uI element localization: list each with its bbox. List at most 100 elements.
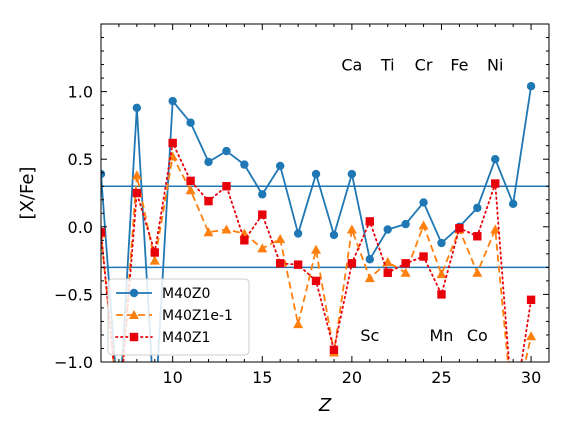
data-point-m40z1-14: [240, 236, 249, 245]
data-point-m40z1e-1-25: [436, 269, 447, 279]
data-point-m40z0-12: [204, 157, 213, 167]
series-m40z0: [101, 81, 536, 420]
data-point-m40z1-21: [365, 217, 374, 226]
plot-frame: [100, 23, 550, 363]
y-axis-label: [X/Fe]: [17, 167, 38, 220]
data-point-m40z1-26: [455, 223, 464, 233]
series-layer: [101, 81, 537, 420]
data-point-m40z0-29: [508, 199, 518, 209]
data-point-m40z1-22: [383, 268, 392, 277]
data-point-m40z0-7: [115, 412, 123, 420]
data-point-m40z0-18: [311, 169, 321, 179]
data-point-m40z1-6: [101, 228, 106, 237]
data-point-m40z1-11: [186, 176, 195, 186]
data-point-m40z1e-1-29: [508, 411, 518, 420]
data-point-m40z1-17: [293, 260, 303, 269]
data-point-m40z0-13: [222, 146, 231, 156]
data-point-m40z1-18: [311, 276, 321, 286]
data-point-m40z1e-1-16: [275, 233, 286, 243]
data-point-m40z1e-1-21: [364, 273, 375, 283]
data-point-m40z0-15: [258, 190, 267, 199]
element-label-sc: Sc: [360, 326, 379, 345]
x-tick-label: 25: [431, 368, 451, 387]
data-point-m40z1e-1-24: [418, 220, 429, 230]
data-point-m40z1-29: [509, 412, 517, 420]
reference-lines: [101, 185, 549, 269]
data-point-m40z1e-1-11: [185, 185, 196, 195]
data-point-m40z1-12: [204, 196, 213, 206]
data-point-m40z1e-1-13: [221, 224, 232, 234]
data-point-m40z1-10: [168, 138, 177, 148]
data-point-m40z0-8: [132, 103, 142, 113]
data-point-m40z1-28: [491, 179, 500, 188]
data-point-m40z0-17: [293, 229, 303, 238]
data-point-m40z0-19: [329, 230, 339, 240]
legend-marker-m40z1: [129, 332, 139, 342]
data-point-m40z0-9: [151, 412, 159, 420]
element-label-fe: Fe: [450, 56, 468, 75]
element-label-ti: Ti: [380, 56, 395, 75]
y-tick-label: 0.0: [68, 218, 93, 237]
data-point-m40z1e-1-15: [257, 243, 268, 253]
data-point-m40z1e-1-18: [311, 244, 322, 254]
x-axis-label: Z: [318, 395, 332, 416]
element-label-mn: Mn: [430, 326, 454, 345]
data-point-m40z1e-1-12: [203, 227, 214, 237]
data-point-m40z1-25: [437, 290, 446, 299]
x-tick-label: 30: [521, 368, 541, 387]
data-point-m40z0-28: [491, 155, 500, 164]
data-point-m40z1e-1-28: [490, 224, 501, 234]
data-point-m40z1-7: [115, 412, 123, 420]
data-point-m40z0-25: [437, 238, 446, 248]
x-tick-label: 15: [252, 368, 272, 387]
y-tick-label: 1.0: [68, 83, 93, 102]
data-point-m40z1-16: [276, 259, 285, 268]
legend-items: M40Z0 M40Z1e-1 M40Z1: [115, 286, 233, 346]
data-point-m40z1e-1-9: [149, 255, 160, 265]
series-m40z1: [101, 138, 536, 420]
data-point-m40z1-8: [132, 188, 142, 198]
legend: M40Z0 M40Z1e-1 M40Z1: [107, 278, 250, 356]
data-point-m40z0-27: [473, 203, 482, 213]
legend-box: [107, 278, 250, 356]
x-tick-label: 20: [342, 368, 362, 387]
data-point-m40z1-27: [473, 232, 482, 241]
legend-label-m40z1: M40Z1: [162, 330, 210, 346]
element-label-ni: Ni: [487, 56, 503, 75]
data-point-m40z0-16: [276, 161, 285, 171]
data-point-m40z1-9: [150, 248, 159, 257]
y-tick-label: 0.5: [68, 150, 93, 169]
legend-marker-m40z0: [129, 288, 139, 298]
data-point-m40z1e-1-20: [346, 224, 357, 234]
data-point-m40z0-24: [419, 198, 428, 207]
data-point-m40z1e-1-27: [472, 267, 483, 277]
y-tick-label: −0.5: [54, 285, 93, 304]
data-point-m40z1e-1-7: [114, 411, 124, 420]
element-label-co: Co: [467, 326, 488, 345]
data-point-m40z1e-1-8: [131, 170, 142, 180]
data-point-m40z0-20: [347, 169, 357, 179]
data-point-m40z1e-1-23: [400, 267, 411, 277]
data-point-m40z1-15: [258, 210, 267, 219]
data-point-m40z1-13: [222, 182, 231, 191]
y-tick-label: −1.0: [54, 353, 93, 372]
major-ticks: [101, 24, 549, 363]
data-point-m40z1-24: [419, 252, 428, 261]
data-point-m40z1-23: [401, 259, 410, 268]
data-point-m40z0-11: [186, 118, 195, 127]
data-point-m40z1e-1-17: [293, 319, 304, 329]
element-labels: Ca Ti Cr Fe Ni Sc Mn Co: [341, 56, 503, 345]
tick-labels: 10 15 20 25 30 −1.0 −0.5 0.0 0.5 1.0: [54, 83, 541, 387]
data-point-m40z0-23: [401, 219, 410, 229]
data-point-m40z1-30: [526, 295, 536, 305]
data-point-m40z0-21: [365, 255, 374, 264]
x-tick-label: 10: [163, 368, 183, 387]
data-point-m40z0-10: [168, 96, 177, 106]
element-label-cr: Cr: [415, 56, 433, 75]
data-point-m40z0-6: [101, 169, 106, 179]
data-point-m40z0-14: [240, 160, 249, 169]
legend-marker-m40z1e-1: [129, 310, 139, 319]
legend-label-m40z1e-1: M40Z1e-1: [162, 308, 233, 324]
data-point-m40z0-30: [526, 81, 536, 91]
